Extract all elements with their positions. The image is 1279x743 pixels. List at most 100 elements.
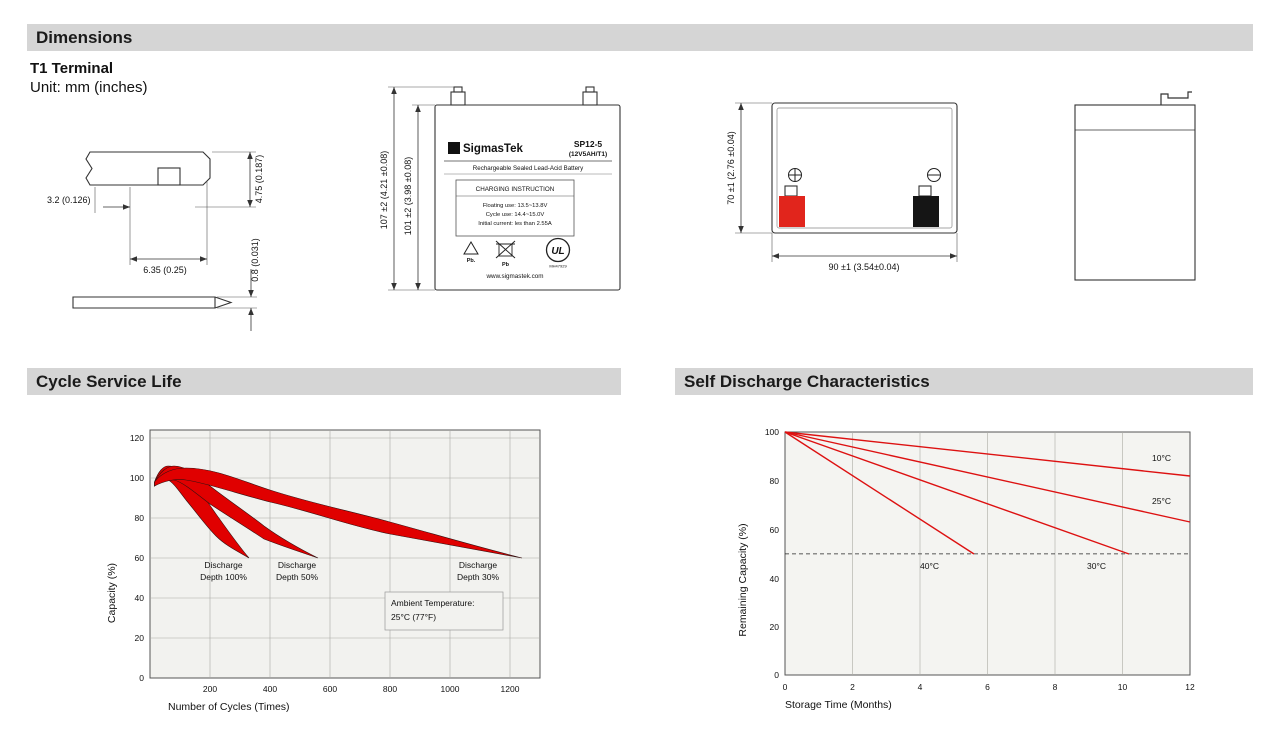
x-axis-title: Storage Time (Months) bbox=[785, 699, 892, 711]
plus-terminal-symbol-icon bbox=[788, 168, 802, 182]
line-25c bbox=[784, 431, 1191, 523]
y-tick: 80 bbox=[770, 476, 780, 486]
section-title-self-discharge: Self Discharge Characteristics bbox=[684, 371, 930, 391]
x-tick-labels: 0 2 4 6 8 10 12 bbox=[783, 682, 1195, 692]
x-tick: 200 bbox=[203, 684, 217, 694]
sigma-logo-icon bbox=[448, 142, 460, 154]
section-header-self-discharge: Self Discharge Characteristics bbox=[675, 368, 1253, 395]
y-tick: 120 bbox=[130, 433, 144, 443]
dim-label-depth: 70 ±1 (2.76 ±0.04) bbox=[726, 131, 736, 204]
dim-label-case-height: 101 ±2 (3.98 ±0.08) bbox=[403, 157, 413, 235]
label-10c: 10°C bbox=[1152, 453, 1171, 463]
ul-glyph: UL bbox=[551, 246, 564, 257]
charging-title: CHARGING INSTRUCTION bbox=[476, 186, 555, 193]
x-tick: 600 bbox=[323, 684, 337, 694]
dim-label-overall-height: 107 ±2 (4.21 ±0.08) bbox=[379, 151, 389, 229]
unit-note: Unit: mm (inches) bbox=[30, 79, 148, 96]
battery-front-view-drawing: 107 ±2 (4.21 ±0.08) 101 ±2 (3.98 ±0.08) … bbox=[379, 86, 621, 291]
y-tick: 60 bbox=[135, 553, 145, 563]
label-25c: 25°C bbox=[1152, 496, 1171, 506]
charging-line-3: Initial current: les than 2.55A bbox=[478, 221, 552, 227]
line-40c bbox=[784, 431, 975, 555]
dimension-overall-height: 107 ±2 (4.21 ±0.08) bbox=[379, 86, 454, 291]
y-tick: 0 bbox=[774, 670, 779, 680]
band-annotations: Discharge Depth 100% Discharge Depth 50%… bbox=[200, 560, 504, 631]
annotation-depth-50: Discharge bbox=[278, 560, 317, 570]
dim-label-width: 90 ±1 (3.54±0.04) bbox=[829, 262, 900, 272]
x-tick: 6 bbox=[985, 682, 990, 692]
x-tick: 12 bbox=[1185, 682, 1195, 692]
x-tick-labels: 200 400 600 800 1000 1200 bbox=[203, 684, 520, 694]
x-tick: 2 bbox=[850, 682, 855, 692]
dimension-case-width: 90 ±1 (3.54±0.04) bbox=[771, 233, 958, 272]
battery-top-view-drawing: 70 ±1 (2.76 ±0.04) 90 ±1 (3.54±0.04) bbox=[726, 102, 958, 272]
crossed-bin-pb-icon: Pb bbox=[495, 240, 516, 268]
y-tick: 60 bbox=[770, 525, 780, 535]
discharge-bands bbox=[154, 465, 523, 559]
x-tick: 8 bbox=[1053, 682, 1058, 692]
section-header-cycle-life: Cycle Service Life bbox=[27, 368, 621, 395]
x-tick: 10 bbox=[1118, 682, 1128, 692]
annotation-depth-100-line2: Depth 100% bbox=[200, 572, 247, 582]
positive-tab bbox=[784, 185, 798, 197]
y-tick-labels: 100 80 60 40 20 0 bbox=[765, 427, 779, 680]
x-tick: 400 bbox=[263, 684, 277, 694]
dimension-thickness: 0.8 (0.031) bbox=[217, 238, 260, 331]
dimension-case-depth: 70 ±1 (2.76 ±0.04) bbox=[726, 102, 772, 234]
ul-mark-icon: UL MH47929 bbox=[545, 237, 571, 269]
battery-side-view-drawing bbox=[1074, 91, 1196, 281]
band-depth-30 bbox=[154, 467, 523, 559]
dim-label-tab-width: 4.75 (0.187) bbox=[254, 155, 264, 204]
label-30c: 30°C bbox=[1087, 561, 1106, 571]
battery-case-front bbox=[434, 86, 621, 291]
y-tick: 40 bbox=[135, 593, 145, 603]
sigma-glyph: Σ bbox=[451, 144, 457, 155]
pb-bin-label: Pb bbox=[502, 262, 510, 268]
y-tick: 40 bbox=[770, 574, 780, 584]
annotation-ambient: Ambient Temperature: bbox=[391, 598, 474, 608]
y-axis-title: Capacity (%) bbox=[106, 563, 118, 623]
model-spec: (12V5AH/T1) bbox=[569, 151, 607, 158]
left-terminal-post bbox=[450, 91, 466, 106]
charging-line-1: Floating use: 13.5~13.8V bbox=[483, 203, 548, 209]
terminal-tab-shape bbox=[85, 151, 211, 186]
minus-terminal-symbol-icon bbox=[927, 168, 941, 182]
dimension-tab-width: 4.75 (0.187) bbox=[195, 151, 264, 208]
right-terminal-post bbox=[582, 91, 598, 106]
x-tick: 0 bbox=[783, 682, 788, 692]
y-tick: 100 bbox=[130, 473, 144, 483]
terminal-detail-drawing: 4.75 (0.187) 3.2 (0.126) 6.35 (0.25) 0.8… bbox=[47, 151, 264, 331]
dim-label-slot: 3.2 (0.126) bbox=[47, 195, 91, 205]
grid-lines bbox=[150, 430, 540, 678]
line-10c bbox=[784, 431, 1191, 477]
battery-type-line: Rechargeable Sealed Lead-Acid Battery bbox=[473, 165, 584, 172]
y-tick: 20 bbox=[770, 622, 780, 632]
ul-code: MH47929 bbox=[549, 264, 567, 269]
annotation-depth-50-line2: Depth 50% bbox=[276, 572, 318, 582]
dimension-case-height: 101 ±2 (3.98 ±0.08) bbox=[403, 104, 435, 290]
annotation-depth-30-line2: Depth 30% bbox=[457, 572, 499, 582]
terminal-strip-side-view bbox=[72, 296, 233, 309]
y-tick: 100 bbox=[765, 427, 779, 437]
line-30c bbox=[784, 431, 1130, 555]
line-labels: 10°C 25°C 40°C 30°C bbox=[920, 453, 1171, 571]
dimension-slot: 3.2 (0.126) bbox=[47, 187, 131, 265]
x-tick: 1000 bbox=[441, 684, 460, 694]
side-terminal-tab bbox=[1160, 91, 1192, 105]
y-tick: 0 bbox=[139, 673, 144, 683]
dim-label-thickness: 0.8 (0.031) bbox=[250, 238, 260, 282]
label-40c: 40°C bbox=[920, 561, 939, 571]
section-title-cycle-life: Cycle Service Life bbox=[36, 371, 182, 391]
recycle-pb-icon: Pb. bbox=[463, 241, 479, 264]
negative-terminal-marker bbox=[913, 196, 939, 227]
charging-line-2: Cycle use: 14.4~15.0V bbox=[486, 212, 545, 218]
battery-case-side bbox=[1074, 91, 1196, 281]
dimension-tab-length: 6.35 (0.25) bbox=[130, 181, 208, 275]
annotation-depth-30: Discharge bbox=[459, 560, 498, 570]
section-title-dimensions: Dimensions bbox=[36, 27, 133, 47]
cycle-service-life-chart: 120 100 80 60 40 20 0 200 400 600 800 10… bbox=[106, 429, 541, 713]
annotation-ambient-line2: 25°C (77°F) bbox=[391, 612, 436, 622]
section-header-dimensions: Dimensions bbox=[27, 24, 1253, 51]
x-tick: 800 bbox=[383, 684, 397, 694]
